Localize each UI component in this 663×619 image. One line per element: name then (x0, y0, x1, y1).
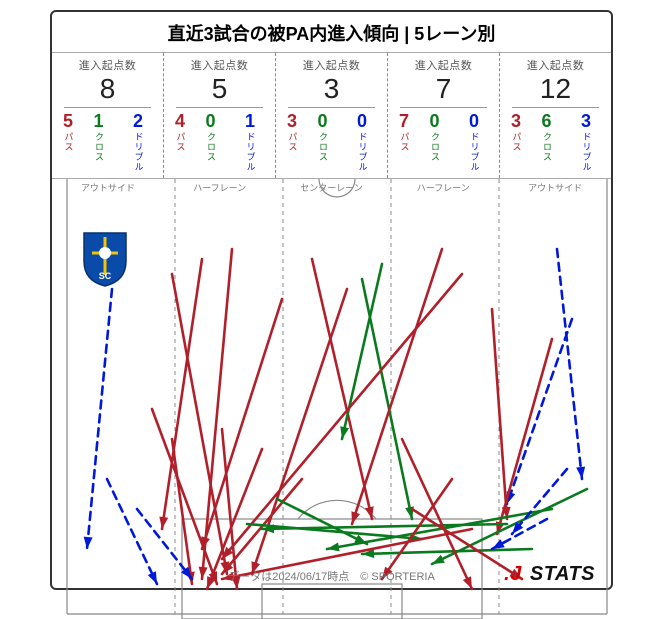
lane-total: 8 (64, 73, 151, 108)
lane-total: 3 (288, 73, 375, 108)
lane-cell: 進入起点数5 4パス0クロス1ドリブル (163, 53, 275, 178)
bk-cross: 0 (429, 112, 439, 130)
bk-pass: 5 (63, 112, 73, 130)
lane-total: 5 (176, 73, 263, 108)
lane-header-label: 進入起点数 (390, 57, 497, 73)
arrow-pass (201, 299, 282, 549)
lane-breakdown: 5パス1クロス2ドリブル (54, 112, 161, 172)
lane-total: 7 (400, 73, 487, 108)
badge-letters: SC (99, 271, 112, 281)
pitch-svg (52, 179, 611, 619)
lane-cell: 進入起点数8 5パス1クロス2ドリブル (52, 53, 163, 178)
bk-cross: 0 (205, 112, 215, 130)
lane-header-label: 進入起点数 (278, 57, 385, 73)
lane-cell: 進入起点数77パス0クロス0ドリブル (387, 53, 499, 178)
logo-j: J (510, 563, 522, 585)
arrow-pass (152, 409, 217, 584)
lane-breakdown: 3パス0クロス0ドリブル (278, 112, 385, 172)
stats-logo: .J STATS (504, 563, 595, 586)
lane-cell: 進入起点数12 3パス6クロス3ドリブル (499, 53, 611, 178)
bk-pass: 4 (175, 112, 185, 130)
lane-breakdown: 7パス0クロス0ドリブル (390, 112, 497, 172)
lane-header-row: 進入起点数85パス1クロス2ドリブル進入起点数54パス0クロス1ドリブル進入起点… (52, 52, 611, 179)
bk-dribble: 3 (581, 112, 591, 130)
pitch-area: アウトサイドハーフレーンセンターレーンハーフレーンアウトサイド SC (52, 179, 611, 619)
arrow-pass (199, 249, 232, 579)
bk-cross: 1 (93, 112, 103, 130)
lane-breakdown: 4パス0クロス1ドリブル (166, 112, 273, 172)
chart-title: 直近3試合の被PA内進入傾向 | 5レーン別 (52, 12, 611, 52)
bk-cross: 0 (317, 112, 327, 130)
bk-dribble: 2 (133, 112, 143, 130)
lane-header-label: 進入起点数 (166, 57, 273, 73)
bk-dribble: 0 (469, 112, 479, 130)
bk-pass: 7 (399, 112, 409, 130)
arrow-pass (492, 309, 511, 519)
bk-dribble: 1 (245, 112, 255, 130)
bk-pass: 3 (287, 112, 297, 130)
lane-total: 12 (512, 73, 599, 108)
lane-header-label: 進入起点数 (54, 57, 161, 73)
chart-frame: 直近3試合の被PA内進入傾向 | 5レーン別 進入起点数85パス1クロス2ドリブ… (50, 10, 613, 590)
bk-dribble: 0 (357, 112, 367, 130)
arrow-pass (172, 274, 229, 574)
arrow-dribble (557, 249, 585, 479)
bk-pass: 3 (511, 112, 521, 130)
team-badge: SC (82, 231, 128, 287)
logo-text: STATS (530, 563, 595, 585)
lane-cell: 進入起点数33パス0クロス0ドリブル (275, 53, 387, 178)
arrow-pass (496, 339, 552, 534)
lane-header-label: 進入起点数 (502, 57, 609, 73)
lane-breakdown: 3パス6クロス3ドリブル (502, 112, 609, 172)
bk-cross: 6 (541, 112, 551, 130)
arrow-dribble (84, 289, 112, 549)
